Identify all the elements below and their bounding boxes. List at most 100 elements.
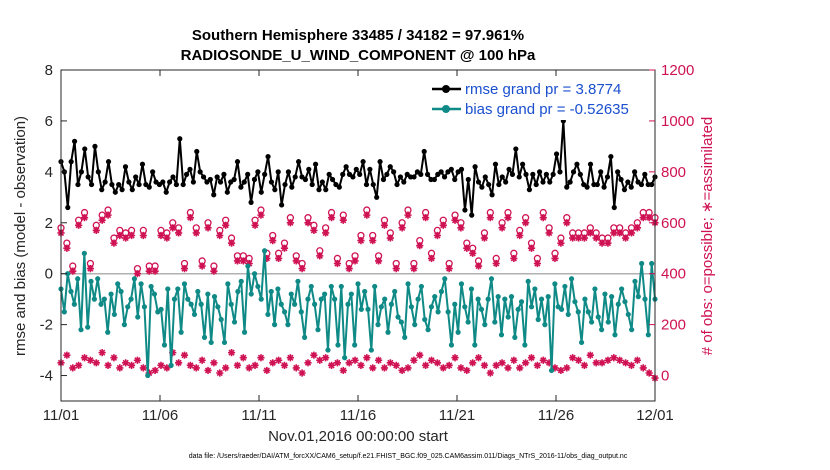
bias-marker [385, 329, 391, 335]
rmse-marker [173, 181, 180, 188]
rmse-marker [557, 169, 563, 175]
obs-assimilated-marker [422, 214, 430, 222]
obs-assimilated-marker [369, 364, 377, 372]
rmse-marker [102, 179, 108, 185]
bias-marker [151, 291, 158, 297]
bias-marker [228, 301, 234, 307]
rmse-marker [628, 184, 634, 190]
bias-marker [248, 291, 254, 297]
bias-marker [458, 281, 465, 287]
bias-marker [65, 271, 71, 277]
bias-marker [138, 281, 144, 287]
bias-marker [95, 276, 101, 282]
obs-assimilated-marker [433, 231, 441, 240]
obs-assimilated-marker [80, 214, 89, 222]
obs-assimilated-marker [410, 356, 418, 364]
bias-marker [312, 301, 318, 307]
bias-marker [265, 311, 271, 318]
bias-marker [418, 283, 424, 290]
obs-assimilated-marker [498, 224, 506, 232]
rmse-marker [458, 166, 465, 172]
bias-marker [572, 299, 578, 305]
legend: rmse grand pr = 3.8774 bias grand pr = -… [428, 78, 654, 120]
legend-bias-label: bias grand pr = -0.52635 [465, 101, 629, 118]
rmse-marker [248, 199, 254, 205]
bias-marker [528, 304, 535, 310]
y-tick-label-right: 600 [661, 215, 686, 232]
bias-marker [442, 276, 448, 282]
rmse-marker [615, 169, 621, 175]
legend-rmse-marker [442, 85, 450, 93]
rmse-marker [150, 169, 156, 175]
rmse-marker [183, 171, 190, 177]
obs-assimilated-marker [610, 354, 618, 362]
bias-marker [448, 342, 455, 348]
rmse-marker [302, 176, 308, 183]
obs-assimilated-marker [551, 364, 559, 372]
x-axis: 11/01 11/06 11/11 11/16 11/21 11/26 12/01 [43, 70, 674, 424]
rmse-marker [570, 169, 577, 175]
bias-marker [362, 288, 368, 295]
obs-assimilated-marker [504, 214, 512, 222]
bias-marker [535, 316, 541, 323]
obs-assimilated-marker [451, 216, 459, 224]
bias-series [58, 248, 658, 379]
rmse-marker [241, 179, 247, 185]
obs-assimilated-marker [504, 364, 512, 372]
bias-marker [605, 319, 611, 325]
bias-marker [625, 311, 631, 318]
rmse-marker [180, 181, 186, 188]
obs-assimilated-marker [163, 234, 171, 242]
rmse-marker [251, 176, 258, 183]
obs-assimilated-marker [363, 354, 371, 362]
rmse-marker [245, 171, 251, 177]
rmse-marker [604, 174, 611, 180]
bias-marker [348, 291, 354, 297]
obs-assimilated-marker [310, 351, 318, 359]
bias-marker [582, 296, 588, 302]
bias-marker [258, 296, 264, 302]
bias-marker [542, 322, 548, 328]
y-tick-label-right: 400 [661, 266, 686, 283]
rmse-marker [105, 159, 112, 165]
rmse-marker [611, 204, 617, 211]
obs-assimilated-marker [598, 239, 606, 247]
rmse-marker [516, 174, 522, 180]
rmse-marker [374, 194, 380, 200]
obs-assimilated-marker [516, 364, 524, 372]
bias-marker [505, 314, 511, 320]
obs-assimilated-marker [339, 366, 347, 375]
rmse-marker [377, 159, 383, 165]
bias-marker [178, 329, 184, 335]
obs-assimilated-marker [86, 265, 95, 273]
rmse-series [58, 118, 658, 218]
rmse-marker [394, 181, 400, 188]
rmse-marker [282, 181, 288, 188]
obs-assimilated-marker [592, 234, 600, 242]
footnote: data file: /Users/raeder/DAI/ATM_forcXX/… [189, 453, 628, 460]
bias-marker [565, 311, 571, 318]
obs-assimilated-marker [151, 366, 159, 375]
obs-assimilated-marker [569, 234, 577, 242]
obs-assimilated-marker [345, 265, 353, 273]
bias-marker [221, 339, 228, 346]
bias-marker [235, 288, 241, 295]
plot-area [57, 69, 659, 402]
obs-assimilated-marker [316, 252, 324, 260]
rmse-marker [503, 179, 509, 185]
rmse-marker [424, 171, 431, 177]
y-tick-label-left: -2 [40, 317, 53, 334]
obs-assimilated-marker [386, 359, 394, 367]
rmse-marker [211, 192, 217, 198]
rmse-marker [88, 181, 95, 188]
x-tick-label: 11/26 [538, 407, 574, 424]
rmse-marker [584, 184, 590, 190]
obs-assimilated-marker [539, 356, 547, 364]
obs-assimilated-marker [86, 356, 95, 364]
bias-marker [118, 288, 124, 295]
bias-marker [612, 332, 618, 338]
bias-marker [78, 327, 84, 333]
rmse-marker [550, 171, 556, 177]
obs-assimilated-marker [633, 224, 641, 232]
rmse-marker [387, 164, 393, 170]
